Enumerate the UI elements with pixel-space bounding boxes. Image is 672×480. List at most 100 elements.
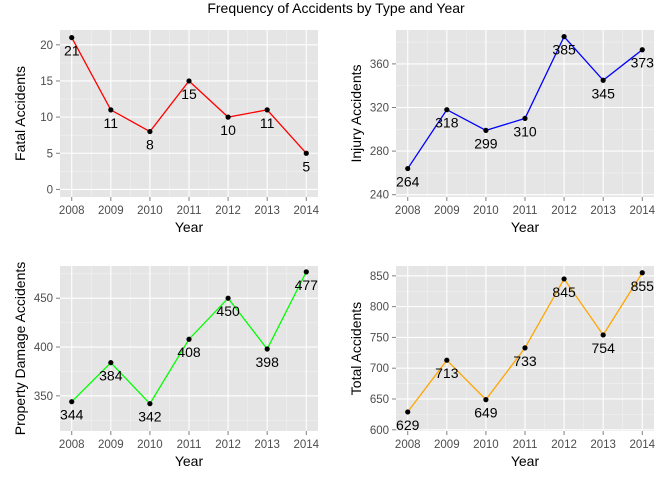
data-label: 21 — [64, 43, 80, 59]
y-tick-label: 15 — [40, 76, 53, 88]
data-point — [522, 345, 528, 351]
data-point — [522, 115, 528, 122]
data-label: 477 — [295, 277, 319, 293]
data-label: 450 — [216, 303, 240, 319]
x-tick-label: 2012 — [215, 205, 241, 217]
y-tick-label: 750 — [370, 332, 389, 344]
x-tick-label: 2013 — [590, 205, 616, 217]
data-point — [186, 78, 192, 84]
y-tick-label: 650 — [370, 394, 389, 406]
data-label: 754 — [592, 340, 616, 356]
data-label: 629 — [396, 417, 420, 433]
data-point — [561, 276, 567, 282]
x-tick-label: 2008 — [395, 439, 421, 451]
x-tick-label: 2012 — [551, 439, 577, 451]
x-tick-label: 2011 — [513, 205, 538, 217]
data-label: 373 — [631, 55, 655, 71]
y-tick-label: 450 — [34, 293, 53, 305]
y-tick-label: 20 — [40, 40, 53, 52]
data-point — [264, 346, 270, 352]
data-point — [147, 401, 153, 407]
x-axis-title: Year — [175, 453, 204, 469]
y-tick-label: 700 — [370, 363, 389, 375]
y-tick-label: 850 — [370, 271, 389, 283]
chart-panel-2: 240 280 320 360 2008 2009 2010 2011 2012 2013 2014… — [348, 30, 656, 235]
data-point — [225, 114, 231, 120]
data-point — [108, 360, 114, 366]
data-point — [147, 128, 153, 135]
data-label: 385 — [552, 42, 576, 58]
y-axis-title: Fatal Accidents — [12, 66, 28, 161]
x-tick-label: 2008 — [59, 205, 85, 217]
data-point — [69, 399, 75, 405]
x-tick-label: 2014 — [293, 439, 319, 451]
data-label: 8 — [146, 137, 154, 153]
data-point — [639, 47, 645, 53]
data-point — [444, 107, 450, 113]
x-tick-label: 2013 — [590, 439, 616, 451]
data-point — [69, 34, 75, 41]
data-point — [264, 107, 270, 113]
x-tick-label: 2012 — [551, 205, 577, 217]
page-title: Frequency of Accidents by Type and Year — [207, 0, 465, 16]
x-tick-label: 2010 — [473, 439, 499, 451]
data-label: 845 — [552, 284, 576, 300]
data-label: 11 — [260, 115, 275, 131]
y-tick-label: 320 — [370, 103, 389, 115]
x-tick-label: 2008 — [59, 439, 85, 451]
x-tick-label: 2013 — [254, 205, 280, 217]
data-point — [483, 127, 489, 133]
data-point — [405, 409, 411, 415]
y-axis-title: Property Damage Accidents — [12, 262, 28, 436]
data-label: 713 — [435, 365, 459, 381]
y-tick-label: 5 — [47, 148, 53, 160]
data-label: 264 — [396, 174, 420, 190]
data-label: 649 — [474, 405, 498, 421]
data-label: 344 — [60, 407, 84, 423]
data-point — [561, 34, 567, 40]
data-label: 733 — [513, 353, 537, 369]
x-tick-label: 2013 — [254, 439, 280, 451]
data-label: 10 — [220, 122, 236, 138]
data-label: 398 — [256, 354, 280, 370]
x-tick-label: 2010 — [137, 205, 163, 217]
data-point — [600, 332, 606, 338]
data-point — [444, 357, 450, 363]
x-axis-title: Year — [511, 219, 540, 235]
x-tick-label: 2012 — [215, 439, 241, 451]
data-point — [639, 270, 645, 276]
x-tick-label: 2010 — [137, 439, 163, 451]
chart-panel-1: 0 5 10 15 20 2008 2009 2010 2011 2012 2013 2014 Year… — [12, 30, 320, 235]
y-tick-label: 360 — [370, 59, 389, 71]
y-tick-label: 800 — [370, 302, 389, 314]
data-label: 5 — [302, 158, 310, 174]
x-tick-label: 2014 — [629, 205, 655, 217]
x-tick-label: 2008 — [395, 205, 421, 217]
x-tick-label: 2009 — [98, 205, 124, 217]
x-tick-label: 2011 — [177, 439, 202, 451]
data-label: 299 — [474, 135, 498, 151]
data-label: 855 — [631, 278, 655, 294]
x-tick-label: 2009 — [98, 439, 124, 451]
data-point — [483, 397, 489, 403]
y-tick-label: 400 — [34, 342, 53, 354]
data-point — [600, 77, 606, 83]
y-axis-title: Total Accidents — [348, 302, 364, 395]
chart-panel-4: 600 650 700 750 800 850 2008 2009 2010 2011 2012 20… — [348, 266, 656, 469]
data-point — [405, 165, 411, 172]
x-tick-label: 2014 — [293, 205, 319, 217]
y-axis-title: Injury Accidents — [348, 64, 364, 162]
data-label: 310 — [513, 123, 537, 139]
data-label: 342 — [138, 409, 162, 425]
data-label: 11 — [104, 115, 119, 131]
x-axis-title: Year — [511, 453, 540, 469]
x-tick-label: 2014 — [629, 439, 655, 451]
data-label: 318 — [435, 115, 459, 131]
data-label: 408 — [177, 344, 201, 360]
y-tick-label: 10 — [40, 112, 53, 124]
x-tick-label: 2011 — [177, 205, 202, 217]
x-tick-label: 2010 — [473, 205, 499, 217]
x-tick-label: 2009 — [434, 439, 460, 451]
data-label: 15 — [181, 86, 197, 102]
